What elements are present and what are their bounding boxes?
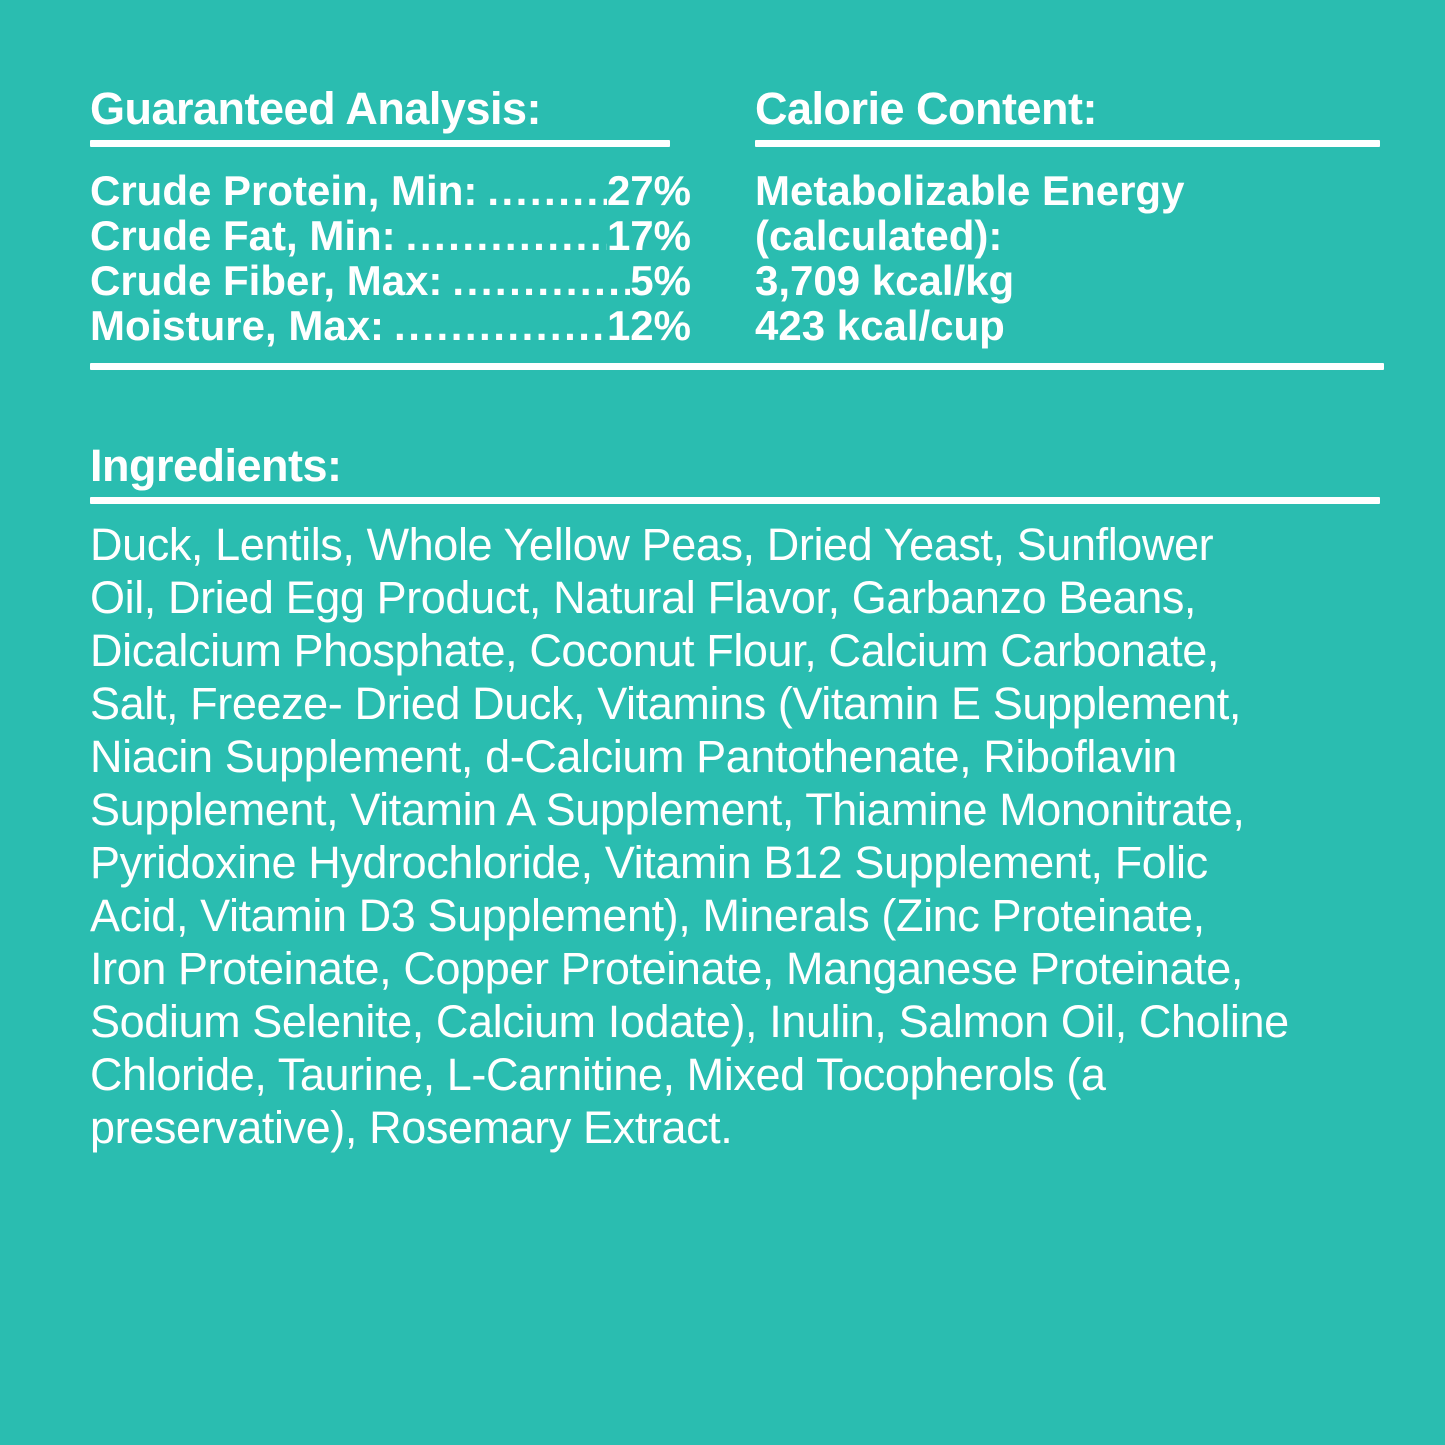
- calorie-line: 3,709 kcal/kg: [755, 257, 1015, 304]
- guaranteed-analysis-title: Guaranteed Analysis:: [90, 83, 542, 134]
- calorie-content-title: Calorie Content:: [755, 83, 1098, 134]
- calorie-line: 423 kcal/cup: [755, 302, 1005, 349]
- dotted-leader: ...................: [405, 213, 607, 258]
- ingredients-line: Supplement, Vitamin A Supplement, Thiami…: [90, 784, 1245, 835]
- guaranteed-analysis-underline: [90, 140, 670, 147]
- analysis-value: 27%: [606, 167, 691, 214]
- analysis-label: Moisture, Max:: [90, 302, 385, 349]
- ingredients-line: Chloride, Taurine, L-Carnitine, Mixed To…: [90, 1049, 1106, 1100]
- ingredients-line: Acid, Vitamin D3 Supplement), Minerals (…: [90, 890, 1205, 941]
- analysis-row-crude-protein: Crude Protein, Min: ........... 27%: [90, 168, 691, 213]
- dotted-leader: ..................: [394, 303, 607, 348]
- ingredients-line: Dicalcium Phosphate, Coconut Flour, Calc…: [90, 625, 1219, 676]
- calorie-content-underline: [755, 140, 1380, 147]
- analysis-value: 17%: [606, 212, 691, 259]
- dotted-leader: ................: [452, 258, 630, 303]
- analysis-row-moisture: Moisture, Max: .................. 12%: [90, 303, 691, 348]
- calorie-line: (calculated):: [755, 212, 1003, 259]
- ingredients-line: preservative), Rosemary Extract.: [90, 1102, 733, 1153]
- ingredients-title: Ingredients:: [90, 440, 342, 491]
- guaranteed-analysis-table: Crude Protein, Min: ........... 27% Crud…: [90, 168, 691, 348]
- ingredients-underline: [90, 497, 1380, 504]
- ingredients-line: Sodium Selenite, Calcium Iodate), Inulin…: [90, 996, 1289, 1047]
- analysis-row-crude-fat: Crude Fat, Min: ................... 17%: [90, 213, 691, 258]
- analysis-label: Crude Fat, Min:: [90, 212, 396, 259]
- section-divider: [90, 363, 1384, 370]
- analysis-row-crude-fiber: Crude Fiber, Max: ................ 5%: [90, 258, 691, 303]
- calorie-line: Metabolizable Energy: [755, 167, 1185, 214]
- calorie-content-text: Metabolizable Energy (calculated): 3,709…: [755, 168, 1385, 348]
- ingredients-paragraph: Duck, Lentils, Whole Yellow Peas, Dried …: [90, 518, 1385, 1154]
- analysis-label: Crude Protein, Min:: [90, 167, 478, 214]
- ingredients-line: Duck, Lentils, Whole Yellow Peas, Dried …: [90, 519, 1214, 570]
- ingredients-line: Salt, Freeze- Dried Duck, Vitamins (Vita…: [90, 678, 1242, 729]
- analysis-value: 12%: [606, 302, 691, 349]
- analysis-value: 5%: [630, 257, 691, 304]
- ingredients-line: Oil, Dried Egg Product, Natural Flavor, …: [90, 572, 1197, 623]
- ingredients-line: Pyridoxine Hydrochloride, Vitamin B12 Su…: [90, 837, 1208, 888]
- dotted-leader: ...........: [487, 168, 607, 213]
- ingredients-line: Niacin Supplement, d-Calcium Pantothenat…: [90, 731, 1177, 782]
- ingredients-line: Iron Proteinate, Copper Proteinate, Mang…: [90, 943, 1243, 994]
- analysis-label: Crude Fiber, Max:: [90, 257, 443, 304]
